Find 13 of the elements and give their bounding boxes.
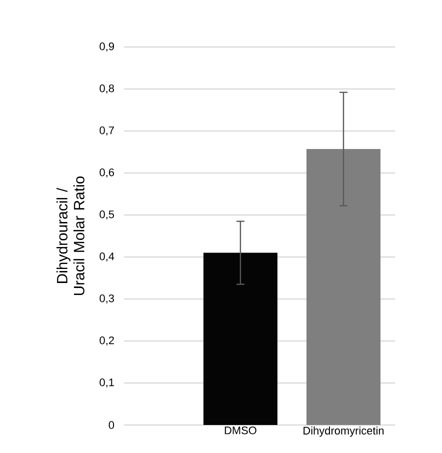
x-tick-label: DMSO <box>224 426 256 434</box>
y-tick-label: 0,7 <box>100 126 114 136</box>
y-tick-label: 0,4 <box>100 252 114 262</box>
y-tick-label: 0,6 <box>100 168 114 178</box>
y-tick-label: 0 <box>108 421 114 429</box>
y-tick-label: 0,8 <box>100 84 114 94</box>
y-tick-label: 0,3 <box>100 294 114 304</box>
y-tick-label: 0,5 <box>100 210 114 220</box>
y-tick-label: 0,9 <box>100 42 114 52</box>
y-axis-title: Dihydrouracil / Uracil Molar Ratio <box>56 176 84 296</box>
y-tick-label: 0,2 <box>100 336 114 346</box>
x-tick-label: Dihydromyricetin <box>304 426 384 437</box>
y-tick-label: 0,1 <box>100 378 114 388</box>
